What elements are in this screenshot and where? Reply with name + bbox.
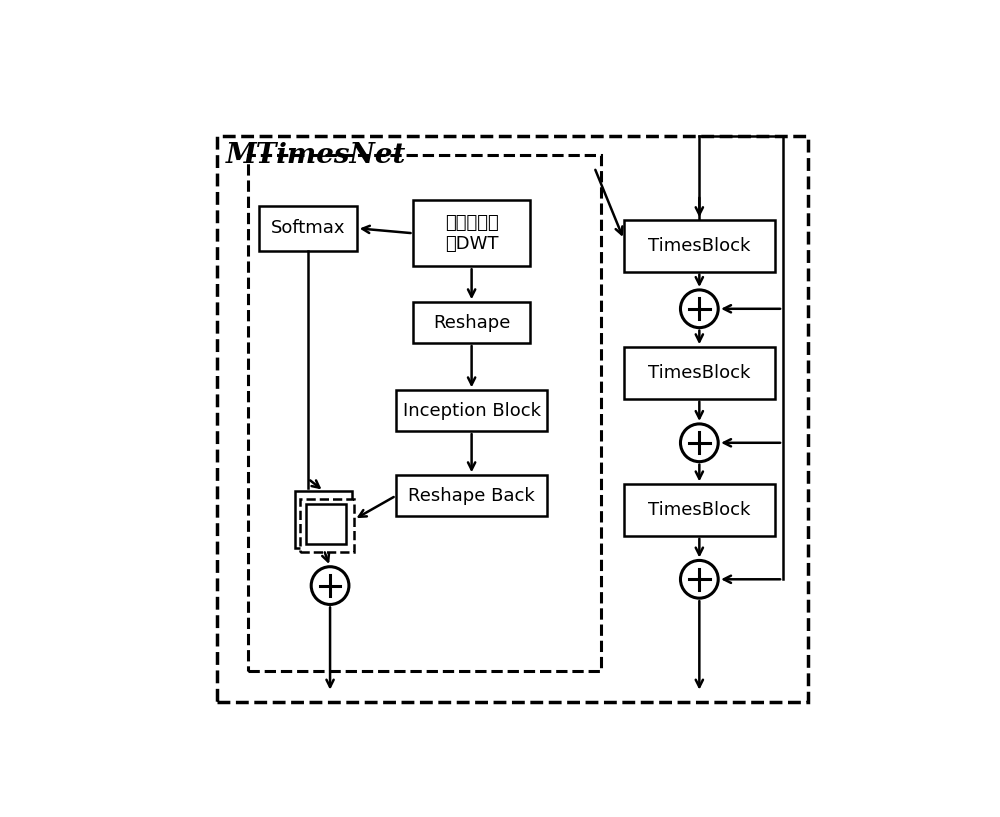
FancyBboxPatch shape — [306, 504, 346, 544]
FancyBboxPatch shape — [248, 154, 601, 671]
FancyBboxPatch shape — [259, 206, 357, 251]
FancyBboxPatch shape — [624, 484, 775, 536]
FancyBboxPatch shape — [396, 475, 547, 516]
Circle shape — [680, 560, 718, 598]
FancyBboxPatch shape — [300, 498, 354, 552]
Circle shape — [680, 424, 718, 462]
FancyBboxPatch shape — [413, 200, 530, 266]
FancyBboxPatch shape — [396, 391, 547, 431]
Circle shape — [680, 290, 718, 328]
Text: Reshape Back: Reshape Back — [408, 487, 535, 505]
Text: 离散小波变
换DWT: 离散小波变 换DWT — [445, 214, 498, 252]
Text: Reshape: Reshape — [433, 314, 510, 332]
Text: Inception Block: Inception Block — [403, 402, 541, 420]
Text: Softmax: Softmax — [271, 219, 345, 237]
FancyBboxPatch shape — [217, 136, 808, 702]
Text: MTimesNet: MTimesNet — [226, 142, 407, 169]
Text: TimesBlock: TimesBlock — [648, 364, 751, 382]
Text: TimesBlock: TimesBlock — [648, 501, 751, 519]
Circle shape — [311, 567, 349, 605]
FancyBboxPatch shape — [624, 220, 775, 272]
Text: TimesBlock: TimesBlock — [648, 237, 751, 255]
FancyBboxPatch shape — [413, 302, 530, 343]
FancyBboxPatch shape — [295, 491, 352, 548]
FancyBboxPatch shape — [624, 347, 775, 399]
